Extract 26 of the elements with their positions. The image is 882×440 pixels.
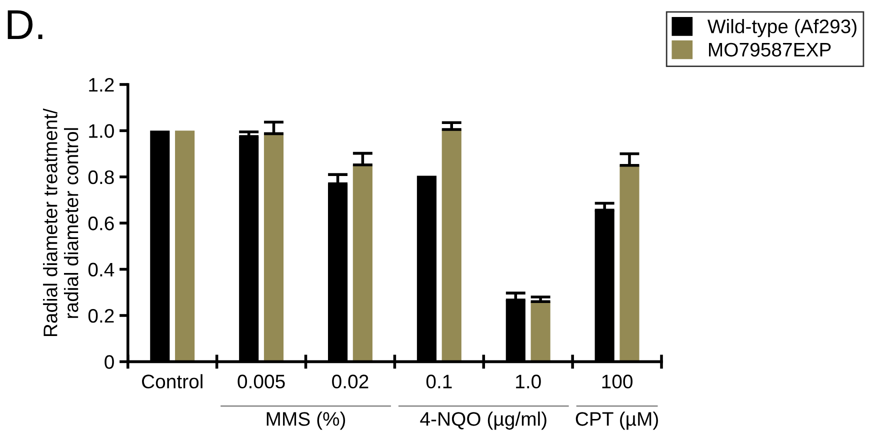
x-tick-label: 100 [602, 374, 632, 388]
bar [442, 130, 462, 362]
bar [530, 302, 550, 362]
y-axis-title: Radial diameter treatment/ radial diameter control [43, 108, 78, 336]
x-tick-label: 0.1 [426, 374, 452, 388]
y-tick-label: 0.4 [88, 262, 114, 277]
bar [175, 130, 195, 362]
y-tick-label: 1.0 [89, 124, 114, 138]
y-tick-label: 0.8 [88, 170, 114, 184]
legend-label: Wild-type (Af293) [708, 19, 856, 38]
y-tick-label: 0.6 [88, 216, 114, 230]
bar [620, 165, 640, 362]
y-tick-label: 1.2 [89, 78, 114, 92]
x-tick-label: 1.0 [516, 374, 541, 388]
bar [264, 134, 284, 362]
y-tick-label: 0.2 [88, 308, 114, 323]
x-tick-label: Control [142, 374, 202, 388]
y-tick-label: 0 [104, 355, 114, 369]
text: D. [8, 10, 42, 39]
bar [352, 164, 372, 362]
text: CPT (µM) [576, 412, 658, 430]
x-tick-label: 0.02 [332, 374, 368, 388]
x-tick-label: 0.005 [238, 374, 285, 388]
legend-label: MO79587EXP [709, 42, 831, 57]
text: 4-NQO (µg/ml) [420, 412, 546, 430]
text: MMS (%) [266, 412, 346, 430]
